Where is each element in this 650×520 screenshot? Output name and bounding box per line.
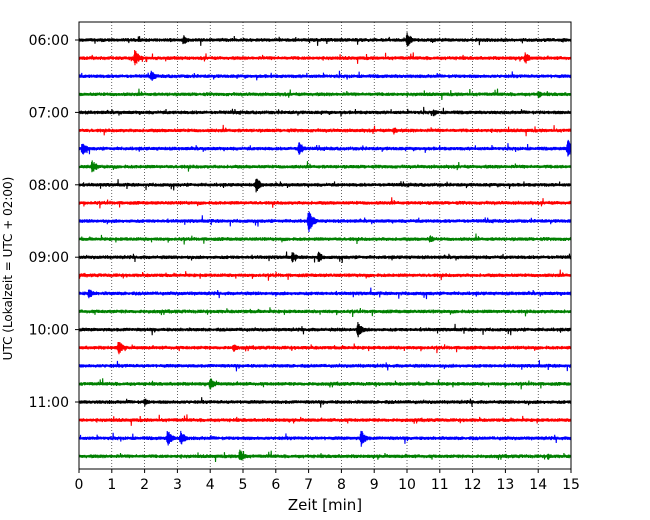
x-tick-label: 9 [370,477,379,493]
seismogram-trace [78,32,572,47]
seismogram-trace [78,322,572,338]
seismogram-trace [78,307,572,317]
seismogram-trace [78,378,572,390]
x-tick-label: 4 [206,477,215,493]
seismogram-trace [78,397,572,408]
seismogram-trace [78,287,572,300]
seismogram-trace [78,449,572,463]
x-tick-label: 8 [337,477,346,493]
seismogram-trace [78,233,572,245]
x-tick-label: 14 [529,477,547,493]
x-tick-label: 10 [398,477,416,493]
y-axis-ticks: 06:00 07:00 08:00 09:00 10:00 11:00 [29,33,79,411]
seismogram-trace [78,70,572,81]
x-tick-label: 3 [173,477,182,493]
seismogram-trace [78,106,572,117]
x-tick-label: 15 [562,477,580,493]
seismogram-trace [78,269,572,281]
x-tick-label: 1 [107,477,116,493]
x-tick-label: 0 [75,477,84,493]
x-tick-label: 6 [271,477,280,493]
y-tick-label: 06:00 [29,33,69,49]
y-tick-label: 07:00 [29,105,69,121]
seismogram-trace [78,88,572,101]
vertical-grid [111,22,539,469]
seismogram-trace [78,251,572,263]
x-axis-label: Zeit [min] [288,496,362,514]
seismogram-trace [78,414,572,426]
seismogram-trace [78,160,572,173]
seismogram-trace [78,178,572,193]
seismogram-trace [78,430,572,447]
seismogram-traces [78,32,572,463]
y-tick-label: 10:00 [29,323,69,339]
x-tick-label: 5 [239,477,248,493]
y-tick-label: 09:00 [29,250,69,266]
seismogram-trace [78,139,572,157]
seismogram-trace [78,341,572,355]
x-tick-label: 12 [464,477,482,493]
y-tick-label: 08:00 [29,178,69,194]
x-tick-label: 11 [431,477,449,493]
seismogram-trace [78,124,572,137]
x-tick-label: 7 [304,477,313,493]
x-tick-label: 13 [496,477,514,493]
seismogram-trace [78,49,572,66]
seismogram-trace [78,197,572,209]
seismogram-trace [78,211,572,232]
x-tick-label: 2 [140,477,149,493]
plot-frame [78,21,572,470]
y-axis-label: UTC (Lokalzeit = UTC + 02:00) [1,177,15,361]
y-tick-label: 11:00 [29,395,69,411]
x-axis-ticks: 0 1 2 3 4 5 6 7 8 9 10 11 12 13 14 15 [75,469,580,493]
seismogram-trace [78,360,572,372]
